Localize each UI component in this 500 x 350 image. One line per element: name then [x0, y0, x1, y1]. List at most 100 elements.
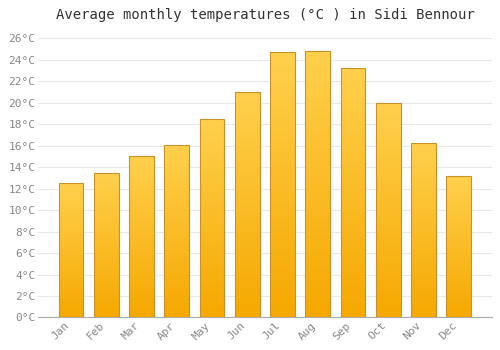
Bar — [446, 316, 471, 317]
Bar — [270, 180, 295, 182]
Bar — [235, 169, 260, 171]
Bar — [306, 131, 330, 134]
Bar — [411, 142, 436, 317]
Bar — [446, 301, 471, 302]
Bar — [270, 209, 295, 211]
Bar — [200, 238, 224, 240]
Bar — [411, 221, 436, 223]
Bar — [446, 265, 471, 266]
Bar — [129, 287, 154, 288]
Bar — [340, 215, 365, 218]
Bar — [94, 307, 118, 309]
Bar — [411, 286, 436, 288]
Bar — [376, 199, 400, 202]
Bar — [306, 211, 330, 213]
Bar — [340, 260, 365, 263]
Bar — [235, 277, 260, 279]
Bar — [164, 262, 189, 264]
Bar — [164, 236, 189, 238]
Bar — [58, 265, 84, 266]
Bar — [340, 188, 365, 190]
Bar — [58, 234, 84, 236]
Bar — [58, 216, 84, 217]
Bar — [164, 293, 189, 295]
Bar — [376, 193, 400, 195]
Bar — [270, 214, 295, 217]
Bar — [129, 237, 154, 239]
Bar — [411, 170, 436, 172]
Bar — [376, 219, 400, 221]
Bar — [411, 256, 436, 258]
Bar — [200, 204, 224, 206]
Bar — [376, 262, 400, 264]
Bar — [235, 232, 260, 234]
Bar — [270, 312, 295, 315]
Bar — [94, 260, 118, 261]
Bar — [164, 302, 189, 304]
Bar — [306, 115, 330, 118]
Bar — [376, 264, 400, 266]
Bar — [200, 260, 224, 262]
Bar — [94, 217, 118, 219]
Bar — [164, 304, 189, 306]
Bar — [129, 311, 154, 313]
Bar — [200, 228, 224, 230]
Bar — [270, 166, 295, 169]
Bar — [129, 280, 154, 282]
Bar — [94, 231, 118, 232]
Bar — [200, 196, 224, 198]
Bar — [200, 244, 224, 246]
Bar — [164, 176, 189, 177]
Bar — [446, 293, 471, 295]
Bar — [340, 108, 365, 111]
Bar — [58, 262, 84, 264]
Bar — [376, 253, 400, 255]
Bar — [94, 280, 118, 281]
Bar — [200, 266, 224, 268]
Bar — [94, 252, 118, 254]
Bar — [58, 217, 84, 218]
Bar — [270, 248, 295, 251]
Bar — [164, 174, 189, 176]
Bar — [340, 198, 365, 201]
Bar — [270, 243, 295, 246]
Bar — [270, 76, 295, 79]
Bar — [164, 226, 189, 228]
Bar — [164, 188, 189, 190]
Bar — [129, 308, 154, 309]
Bar — [235, 239, 260, 241]
Bar — [270, 254, 295, 257]
Bar — [376, 238, 400, 240]
Bar — [446, 187, 471, 189]
Bar — [94, 233, 118, 235]
Bar — [270, 103, 295, 105]
Bar — [411, 307, 436, 309]
Bar — [58, 190, 84, 191]
Bar — [306, 251, 330, 254]
Bar — [270, 280, 295, 283]
Bar — [411, 288, 436, 289]
Bar — [164, 281, 189, 283]
Bar — [340, 240, 365, 243]
Bar — [164, 285, 189, 286]
Bar — [235, 175, 260, 178]
Bar — [94, 220, 118, 222]
Bar — [306, 105, 330, 107]
Bar — [200, 175, 224, 176]
Bar — [446, 258, 471, 259]
Bar — [58, 186, 84, 187]
Bar — [235, 171, 260, 173]
Bar — [129, 203, 154, 205]
Bar — [94, 242, 118, 244]
Bar — [164, 245, 189, 247]
Bar — [235, 302, 260, 304]
Bar — [235, 194, 260, 196]
Bar — [376, 141, 400, 144]
Bar — [376, 204, 400, 206]
Bar — [235, 205, 260, 207]
Bar — [411, 235, 436, 237]
Bar — [270, 55, 295, 58]
Bar — [411, 195, 436, 197]
Bar — [270, 198, 295, 201]
Bar — [129, 173, 154, 174]
